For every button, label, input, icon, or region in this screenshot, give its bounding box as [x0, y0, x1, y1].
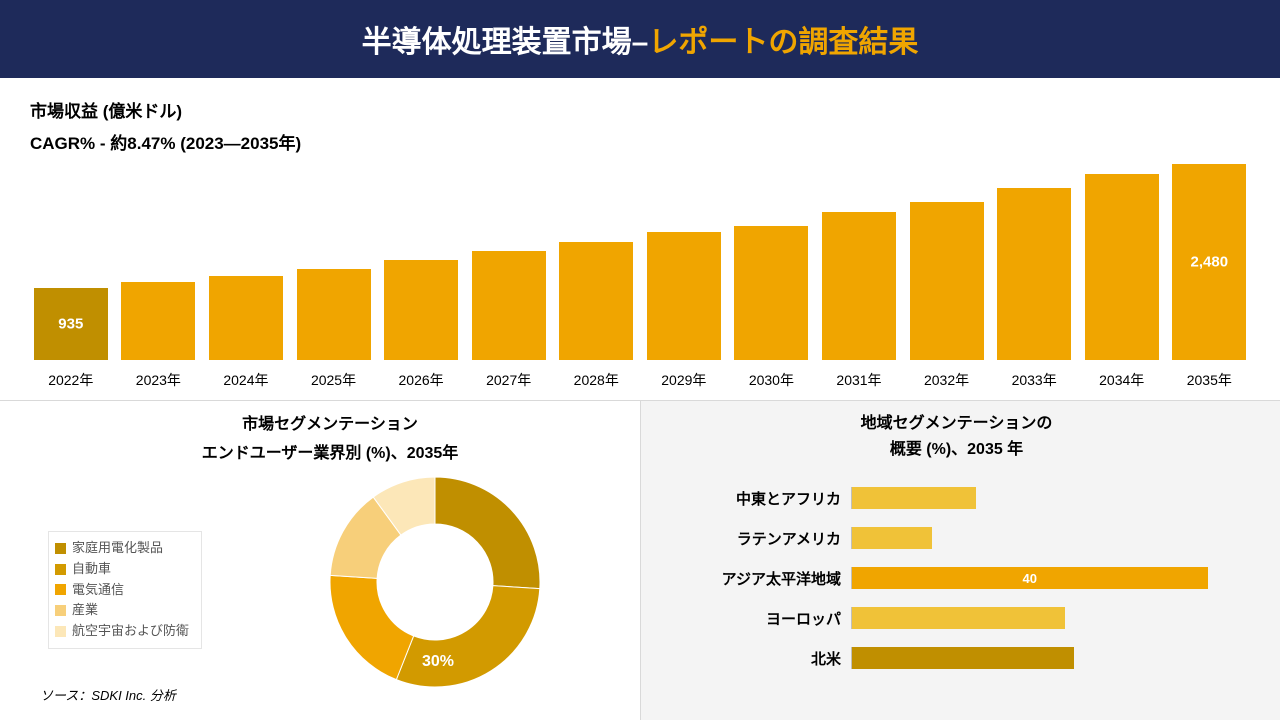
- hbar-row: ラテンアメリカ: [661, 518, 1252, 558]
- bar-label: 2029年: [661, 370, 706, 390]
- bar-col: 2034年: [1081, 174, 1163, 390]
- legend-row: 産業: [55, 600, 189, 621]
- title-orange: レポートの調査結果: [648, 17, 918, 61]
- bar-col: 2031年: [818, 212, 900, 390]
- hbar-row: ヨーロッパ: [661, 598, 1252, 638]
- bar-label: 2023年: [136, 370, 181, 390]
- region-title-1: 地域セグメンテーションの: [661, 411, 1252, 437]
- legend-label: 自動車: [72, 559, 111, 580]
- legend-row: 家庭用電化製品: [55, 538, 189, 559]
- bar-col: 935 2022年: [30, 288, 112, 390]
- segmentation-title-2: エンドユーザー業界別 (%)、2035年: [40, 440, 620, 469]
- legend-swatch: [55, 626, 66, 637]
- segmentation-title-1: 市場セグメンテーション: [40, 411, 620, 440]
- hbar-track: [851, 607, 1252, 629]
- legend-row: 電気通信: [55, 580, 189, 601]
- hbar-label: 北米: [661, 648, 851, 669]
- region-panel: 地域セグメンテーションの 概要 (%)、2035 年 中東とアフリカラテンアメリ…: [640, 401, 1280, 720]
- region-title-2: 概要 (%)、2035 年: [661, 437, 1252, 463]
- revenue-section: 市場収益 (億米ドル) CAGR% ‐ 約8.47% (2023―2035年) …: [0, 78, 1280, 400]
- hbar-track: [851, 487, 1252, 509]
- bar-label: 2024年: [223, 370, 268, 390]
- revenue-subtitle-1: 市場収益 (億米ドル): [30, 96, 1250, 128]
- bar-label: 2028年: [574, 370, 619, 390]
- bar-label: 2035年: [1187, 370, 1232, 390]
- bar-label: 2032年: [924, 370, 969, 390]
- bar: [384, 260, 458, 360]
- bar: [559, 242, 633, 360]
- legend-row: 航空宇宙および防衛: [55, 621, 189, 642]
- legend-label: 家庭用電化製品: [72, 538, 163, 559]
- hbar-track: [851, 527, 1252, 549]
- bar-label: 2033年: [1012, 370, 1057, 390]
- legend-swatch: [55, 605, 66, 616]
- hbar-label: 中東とアフリカ: [661, 488, 851, 509]
- region-hbar-chart: 中東とアフリカラテンアメリカアジア太平洋地域 40 ヨーロッパ北米: [661, 478, 1252, 678]
- bar-label: 2030年: [749, 370, 794, 390]
- bar: [472, 251, 546, 360]
- legend-label: 産業: [72, 600, 98, 621]
- hbar-row: 北米: [661, 638, 1252, 678]
- bar-col: 2032年: [906, 202, 988, 390]
- bar-col: 2029年: [643, 232, 725, 390]
- hbar-row: アジア太平洋地域 40: [661, 558, 1252, 598]
- bar: [734, 226, 808, 360]
- hbar-label: ラテンアメリカ: [661, 528, 851, 549]
- bar: [910, 202, 984, 360]
- bar: 2,480: [1172, 164, 1246, 360]
- bar-col: 2024年: [205, 276, 287, 390]
- title-white: 半導体処理装置市場–: [362, 17, 649, 61]
- bar-value: 935: [58, 316, 83, 333]
- bottom-section: 市場セグメンテーション エンドユーザー業界別 (%)、2035年 家庭用電化製品…: [0, 400, 1280, 720]
- bar-col: 2,480 2035年: [1169, 164, 1251, 390]
- header: 半導体処理装置市場– レポートの調査結果: [0, 0, 1280, 78]
- bar-label: 2026年: [399, 370, 444, 390]
- hbar-track: 40: [851, 567, 1252, 589]
- hbar: [852, 527, 932, 549]
- hbar-label: アジア太平洋地域: [661, 568, 851, 589]
- hbar: 40: [852, 567, 1208, 589]
- legend-label: 電気通信: [72, 580, 124, 601]
- hbar-row: 中東とアフリカ: [661, 478, 1252, 518]
- bar: [209, 276, 283, 360]
- bar-col: 2026年: [380, 260, 462, 390]
- bar-label: 2031年: [836, 370, 881, 390]
- source-text: ソース：SDKI Inc. 分析: [40, 685, 176, 704]
- hbar-label: ヨーロッパ: [661, 608, 851, 629]
- donut-label: 30%: [422, 653, 454, 671]
- hbar: [852, 487, 976, 509]
- segmentation-panel: 市場セグメンテーション エンドユーザー業界別 (%)、2035年 家庭用電化製品…: [0, 401, 640, 720]
- revenue-bar-chart: 935 2022年 2023年 2024年 2025年 2026年 2027年 2028年 20…: [30, 130, 1250, 390]
- bar-col: 2033年: [993, 188, 1075, 390]
- hbar-track: [851, 647, 1252, 669]
- bar-label: 2034年: [1099, 370, 1144, 390]
- bar: [997, 188, 1071, 360]
- bar-label: 2022年: [48, 370, 93, 390]
- bar: 935: [34, 288, 108, 360]
- bar-label: 2027年: [486, 370, 531, 390]
- bar-col: 2027年: [468, 251, 550, 390]
- legend-swatch: [55, 564, 66, 575]
- bar-col: 2030年: [731, 226, 813, 390]
- bar-label: 2025年: [311, 370, 356, 390]
- bar-col: 2025年: [293, 269, 375, 390]
- bar: [647, 232, 721, 360]
- bar: [1085, 174, 1159, 360]
- hbar: [852, 607, 1065, 629]
- hbar: [852, 647, 1074, 669]
- legend-swatch: [55, 543, 66, 554]
- bar: [121, 282, 195, 360]
- legend-row: 自動車: [55, 559, 189, 580]
- bar-value: 2,480: [1191, 254, 1229, 271]
- bar-col: 2023年: [118, 282, 200, 390]
- bar: [822, 212, 896, 360]
- hbar-value: 40: [1023, 571, 1037, 586]
- donut-chart: 30%: [330, 477, 540, 692]
- bar: [297, 269, 371, 360]
- bar-col: 2028年: [555, 242, 637, 390]
- legend-swatch: [55, 584, 66, 595]
- segmentation-legend: 家庭用電化製品自動車電気通信産業航空宇宙および防衛: [48, 531, 202, 649]
- legend-label: 航空宇宙および防衛: [72, 621, 189, 642]
